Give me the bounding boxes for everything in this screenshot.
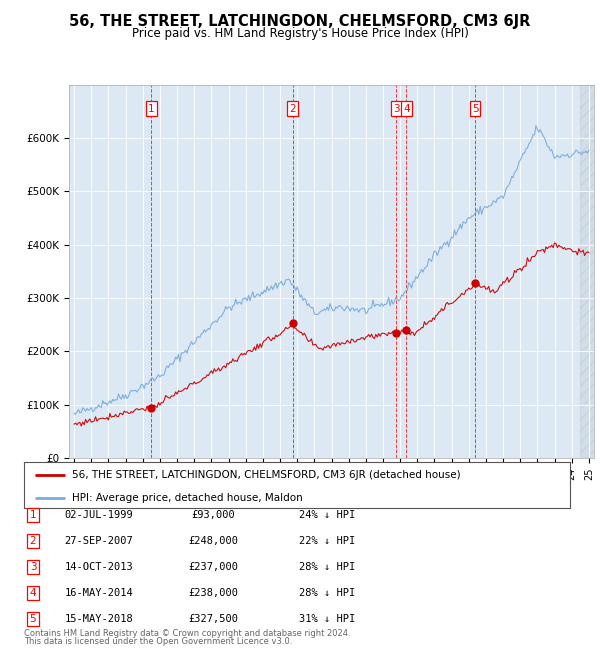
Text: 14-OCT-2013: 14-OCT-2013 [65, 562, 133, 572]
Text: 3: 3 [393, 103, 400, 114]
Text: 28% ↓ HPI: 28% ↓ HPI [299, 562, 355, 572]
Text: 24% ↓ HPI: 24% ↓ HPI [299, 510, 355, 520]
Text: £238,000: £238,000 [188, 588, 238, 598]
Text: 02-JUL-1999: 02-JUL-1999 [65, 510, 133, 520]
Text: £248,000: £248,000 [188, 536, 238, 546]
Text: 4: 4 [29, 588, 37, 598]
Text: 1: 1 [148, 103, 155, 114]
Text: 4: 4 [403, 103, 410, 114]
Text: 5: 5 [472, 103, 478, 114]
Text: 2: 2 [289, 103, 296, 114]
Text: 28% ↓ HPI: 28% ↓ HPI [299, 588, 355, 598]
Text: 2: 2 [29, 536, 37, 546]
Text: £237,000: £237,000 [188, 562, 238, 572]
Text: 15-MAY-2018: 15-MAY-2018 [65, 614, 133, 624]
Text: Price paid vs. HM Land Registry's House Price Index (HPI): Price paid vs. HM Land Registry's House … [131, 27, 469, 40]
Bar [580, 84, 594, 458]
Text: 3: 3 [29, 562, 37, 572]
Text: 31% ↓ HPI: 31% ↓ HPI [299, 614, 355, 624]
Text: HPI: Average price, detached house, Maldon: HPI: Average price, detached house, Mald… [72, 493, 303, 503]
Text: 1: 1 [29, 510, 37, 520]
Text: 27-SEP-2007: 27-SEP-2007 [65, 536, 133, 546]
Text: £327,500: £327,500 [188, 614, 238, 624]
Text: £93,000: £93,000 [191, 510, 235, 520]
Text: 22% ↓ HPI: 22% ↓ HPI [299, 536, 355, 546]
Text: 56, THE STREET, LATCHINGDON, CHELMSFORD, CM3 6JR (detached house): 56, THE STREET, LATCHINGDON, CHELMSFORD,… [72, 469, 461, 480]
Text: 56, THE STREET, LATCHINGDON, CHELMSFORD, CM3 6JR: 56, THE STREET, LATCHINGDON, CHELMSFORD,… [70, 14, 530, 29]
Text: 5: 5 [29, 614, 37, 624]
Text: This data is licensed under the Open Government Licence v3.0.: This data is licensed under the Open Gov… [24, 637, 292, 646]
Text: 16-MAY-2014: 16-MAY-2014 [65, 588, 133, 598]
Text: Contains HM Land Registry data © Crown copyright and database right 2024.: Contains HM Land Registry data © Crown c… [24, 629, 350, 638]
